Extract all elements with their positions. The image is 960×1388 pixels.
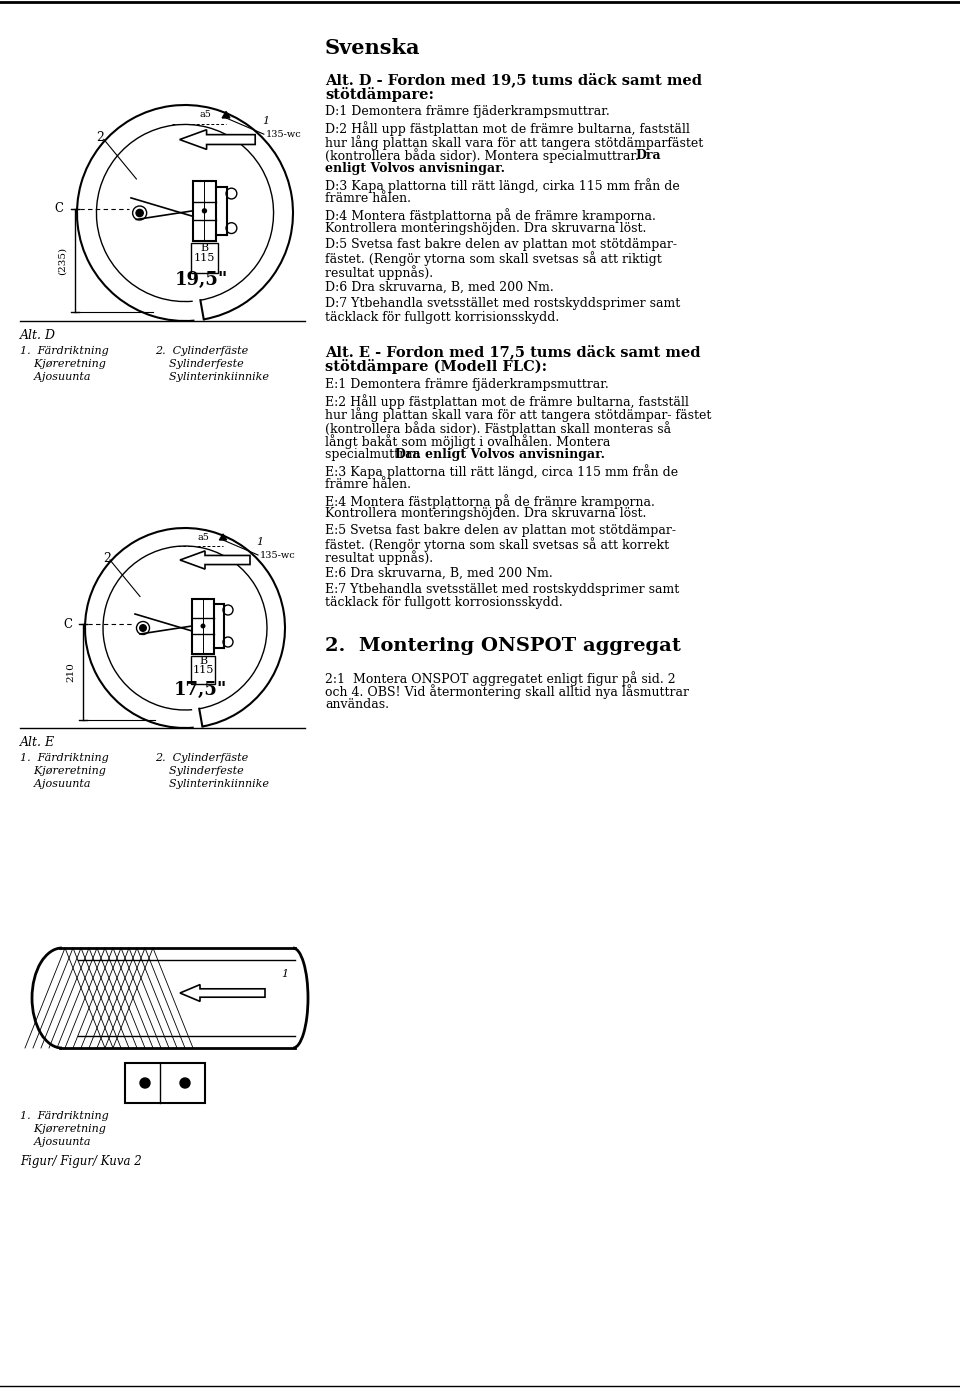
Text: 210: 210 <box>66 662 75 682</box>
Circle shape <box>202 208 207 214</box>
Text: långt bakåt som möjligt i ovalhålen. Montera: långt bakåt som möjligt i ovalhålen. Mon… <box>325 434 611 450</box>
Text: specialmuttrar.: specialmuttrar. <box>325 448 425 461</box>
Text: 2: 2 <box>103 551 110 565</box>
Text: 2: 2 <box>96 130 105 144</box>
Text: Sylinderfeste: Sylinderfeste <box>155 359 244 369</box>
Polygon shape <box>222 111 230 118</box>
Text: D:3 Kapa plattorna till rätt längd, cirka 115 mm från de: D:3 Kapa plattorna till rätt längd, cirk… <box>325 178 680 193</box>
Text: Kontrollera monteringshöjden. Dra skruvarna löst.: Kontrollera monteringshöjden. Dra skruva… <box>325 222 646 235</box>
Text: a5: a5 <box>197 533 209 541</box>
Text: B: B <box>201 243 208 253</box>
Text: E:3 Kapa plattorna till rätt längd, circa 115 mm från de: E:3 Kapa plattorna till rätt längd, circ… <box>325 464 678 479</box>
Text: D:1 Demontera främre fjäderkrampsmuttrar.: D:1 Demontera främre fjäderkrampsmuttrar… <box>325 105 610 118</box>
Text: hur lång plattan skall vara för att tangera stötdämpar- fästet: hur lång plattan skall vara för att tang… <box>325 408 711 422</box>
Text: täcklack för fullgott korrisionsskydd.: täcklack för fullgott korrisionsskydd. <box>325 311 560 323</box>
Text: Sylinterinkiinnike: Sylinterinkiinnike <box>155 372 269 382</box>
Circle shape <box>201 623 205 629</box>
Text: 115: 115 <box>194 253 215 262</box>
Text: 1.  Färdriktning: 1. Färdriktning <box>20 754 108 763</box>
Text: Svenska: Svenska <box>325 37 420 58</box>
Polygon shape <box>180 984 265 1001</box>
Text: Alt. D - Fordon med 19,5 tums däck samt med: Alt. D - Fordon med 19,5 tums däck samt … <box>325 72 702 87</box>
Text: Kjøreretning: Kjøreretning <box>20 359 106 369</box>
Text: Dra: Dra <box>635 149 660 161</box>
Text: Figur/ Figur/ Kuva 2: Figur/ Figur/ Kuva 2 <box>20 1155 142 1167</box>
Text: användas.: användas. <box>325 698 389 711</box>
Text: C: C <box>63 618 72 630</box>
Text: E:7 Ytbehandla svetsstället med rostskyddsprimer samt: E:7 Ytbehandla svetsstället med rostskyd… <box>325 583 680 595</box>
Text: stötdämpare (Modell FLC):: stötdämpare (Modell FLC): <box>325 359 547 373</box>
Text: E:4 Montera fästplattorna på de främre kramporna.: E:4 Montera fästplattorna på de främre k… <box>325 494 655 509</box>
Text: 115: 115 <box>192 665 214 675</box>
Text: Alt. D: Alt. D <box>20 329 56 341</box>
Text: Alt. E: Alt. E <box>20 736 55 750</box>
Text: Kontrollera monteringshöjden. Dra skruvarna löst.: Kontrollera monteringshöjden. Dra skruva… <box>325 508 646 520</box>
Text: a5: a5 <box>199 110 211 119</box>
Text: 135-wc: 135-wc <box>266 129 301 139</box>
Text: resultat uppnås).: resultat uppnås). <box>325 265 433 279</box>
Text: E:1 Demontera främre fjäderkrampsmuttrar.: E:1 Demontera främre fjäderkrampsmuttrar… <box>325 378 609 391</box>
Text: Ajosuunta: Ajosuunta <box>20 779 90 788</box>
Text: hur lång plattan skall vara för att tangera stötdämparfästet: hur lång plattan skall vara för att tang… <box>325 135 704 150</box>
Text: 2.  Cylinderfäste: 2. Cylinderfäste <box>155 346 249 355</box>
Polygon shape <box>220 534 227 540</box>
Text: D:6 Dra skruvarna, B, med 200 Nm.: D:6 Dra skruvarna, B, med 200 Nm. <box>325 280 554 294</box>
Text: 135-wc: 135-wc <box>260 551 296 559</box>
Text: 2.  Montering ONSPOT aggregat: 2. Montering ONSPOT aggregat <box>325 637 681 655</box>
Polygon shape <box>180 551 250 569</box>
Circle shape <box>140 1078 150 1088</box>
Bar <box>192 598 214 654</box>
Text: D:2 Håll upp fästplattan mot de främre bultarna, fastställ: D:2 Håll upp fästplattan mot de främre b… <box>325 122 690 136</box>
Text: enligt Volvos anvisningar.: enligt Volvos anvisningar. <box>325 162 505 175</box>
Text: E:5 Svetsa fast bakre delen av plattan mot stötdämpar-: E:5 Svetsa fast bakre delen av plattan m… <box>325 523 676 537</box>
Text: Ajosuunta: Ajosuunta <box>20 372 90 382</box>
Text: främre hålen.: främre hålen. <box>325 192 411 205</box>
Text: 17,5": 17,5" <box>174 682 227 700</box>
Bar <box>193 182 216 240</box>
Text: 1.  Färdriktning: 1. Färdriktning <box>20 1110 108 1122</box>
Circle shape <box>135 208 144 218</box>
Text: främre hålen.: främre hålen. <box>325 477 411 490</box>
Text: 1: 1 <box>256 537 264 547</box>
Text: E:2 Håll upp fästplattan mot de främre bultarna, fastställ: E:2 Håll upp fästplattan mot de främre b… <box>325 394 689 409</box>
Text: D:4 Montera fästplattorna på de främre kramporna.: D:4 Montera fästplattorna på de främre k… <box>325 208 656 223</box>
Text: Alt. E - Fordon med 17,5 tums däck samt med: Alt. E - Fordon med 17,5 tums däck samt … <box>325 344 701 359</box>
Text: (235): (235) <box>58 247 66 275</box>
Text: 1: 1 <box>262 115 270 125</box>
Text: Kjøreretning: Kjøreretning <box>20 1124 106 1134</box>
Text: täcklack för fullgott korrosionsskydd.: täcklack för fullgott korrosionsskydd. <box>325 597 563 609</box>
Text: D:5 Svetsa fast bakre delen av plattan mot stötdämpar-: D:5 Svetsa fast bakre delen av plattan m… <box>325 237 677 251</box>
Text: Kjøreretning: Kjøreretning <box>20 766 106 776</box>
Text: Sylinderfeste: Sylinderfeste <box>155 766 244 776</box>
Text: C: C <box>54 203 63 215</box>
Text: B: B <box>199 655 207 665</box>
Text: (kontrollera båda sidor). Montera specialmuttrar.: (kontrollera båda sidor). Montera specia… <box>325 149 643 164</box>
Text: (kontrollera båda sidor). Fästplattan skall monteras så: (kontrollera båda sidor). Fästplattan sk… <box>325 421 671 436</box>
Text: stötdämpare:: stötdämpare: <box>325 86 434 101</box>
Text: 2.  Cylinderfäste: 2. Cylinderfäste <box>155 754 249 763</box>
Circle shape <box>180 1078 190 1088</box>
Text: och 4. OBS! Vid återmontering skall alltid nya låsmuttrar: och 4. OBS! Vid återmontering skall allt… <box>325 684 689 700</box>
Text: 19,5": 19,5" <box>175 271 228 289</box>
Circle shape <box>139 625 147 632</box>
Text: 1: 1 <box>281 969 289 979</box>
Text: 1.  Färdriktning: 1. Färdriktning <box>20 346 108 355</box>
Text: resultat uppnås).: resultat uppnås). <box>325 551 433 565</box>
Bar <box>191 655 215 683</box>
Text: E:6 Dra skruvarna, B, med 200 Nm.: E:6 Dra skruvarna, B, med 200 Nm. <box>325 566 553 580</box>
Text: fästet. (Rengör ytorna som skall svetsas så att korrekt: fästet. (Rengör ytorna som skall svetsas… <box>325 537 669 552</box>
Text: Sylinterinkiinnike: Sylinterinkiinnike <box>155 779 269 788</box>
Text: 2:1  Montera ONSPOT aggregatet enligt figur på sid. 2: 2:1 Montera ONSPOT aggregatet enligt fig… <box>325 670 676 686</box>
Bar <box>191 243 218 273</box>
Text: fästet. (Rengör ytorna som skall svetsas så att riktigt: fästet. (Rengör ytorna som skall svetsas… <box>325 251 661 266</box>
Polygon shape <box>180 129 255 150</box>
Text: D:7 Ytbehandla svetsstället med rostskyddsprimer samt: D:7 Ytbehandla svetsstället med rostskyd… <box>325 297 681 310</box>
Text: Dra enligt Volvos anvisningar.: Dra enligt Volvos anvisningar. <box>395 448 605 461</box>
Bar <box>125 1063 205 1103</box>
Text: Ajosuunta: Ajosuunta <box>20 1137 90 1146</box>
